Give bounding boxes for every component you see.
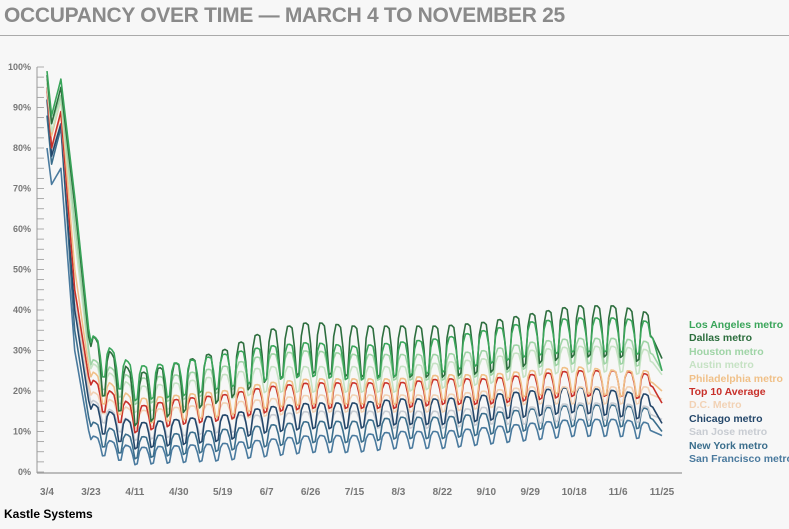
y-tick-label: 50% [13,265,31,275]
y-tick-label: 0% [18,467,31,477]
legend-item: Los Angeles metro [689,319,784,331]
x-tick-label: 4/30 [169,487,189,498]
x-tick-label: 11/25 [650,487,675,498]
x-tick-label: 3/23 [81,487,101,498]
x-tick-label: 4/11 [125,487,144,498]
y-tick-label: 10% [13,427,31,437]
x-tick-label: 8/22 [433,487,453,498]
y-tick-label: 60% [13,224,31,234]
legend-item: Dallas metro [689,332,753,345]
legend-item: Austin metro [689,359,754,372]
series-line-austin-metro [46,83,663,414]
x-tick-label: 7/15 [345,487,365,498]
source-credit: Kastle Systems [4,507,93,521]
x-tick-label: 9/10 [477,487,497,498]
x-tick-label: 6/7 [260,487,274,498]
series-line-philadelphia-metro [46,83,663,426]
legend-item: San Francisco metro [689,453,789,466]
y-tick-label: 90% [13,103,31,113]
x-tick-label: 6/26 [301,487,321,498]
legend-item: San Jose metro [689,426,768,439]
legend-item: Chicago metro [689,412,763,425]
chart-legend: Los Angeles metro Dallas metro Houston met… [689,319,789,466]
series-line-los-angeles-metro [46,71,663,402]
y-tick-label: 40% [13,305,31,315]
y-tick-label: 30% [13,346,31,356]
legend-item: D.C. Metro [689,399,742,412]
legend-item: Houston metro [689,345,764,358]
series-line-san-jose-metro [46,95,663,442]
y-tick-label: 70% [13,184,31,194]
x-tick-label: 5/19 [213,487,233,498]
legend-item: Top 10 Average [689,386,766,399]
y-tick-label: 20% [13,386,31,396]
chart-title: OCCUPANCY OVER TIME — MARCH 4 TO NOVEMBE… [4,4,565,27]
title-divider [0,35,789,36]
x-tick-label: 8/3 [391,487,405,498]
x-tick-label: 9/29 [520,487,540,498]
y-tick-label: 80% [13,143,31,153]
x-tick-label: 10/18 [562,487,587,498]
x-tick-label: 3/4 [40,487,54,498]
series-line-san-francisco-metro [46,147,663,466]
legend-item: Philadelphia metro [689,372,783,385]
x-tick-label: 11/6 [609,487,628,498]
series-line-houston-metro [46,79,663,406]
legend-item: New York metro [689,439,768,452]
y-tick-label: 100% [8,62,31,72]
series-line-chicago-metro [46,99,663,450]
